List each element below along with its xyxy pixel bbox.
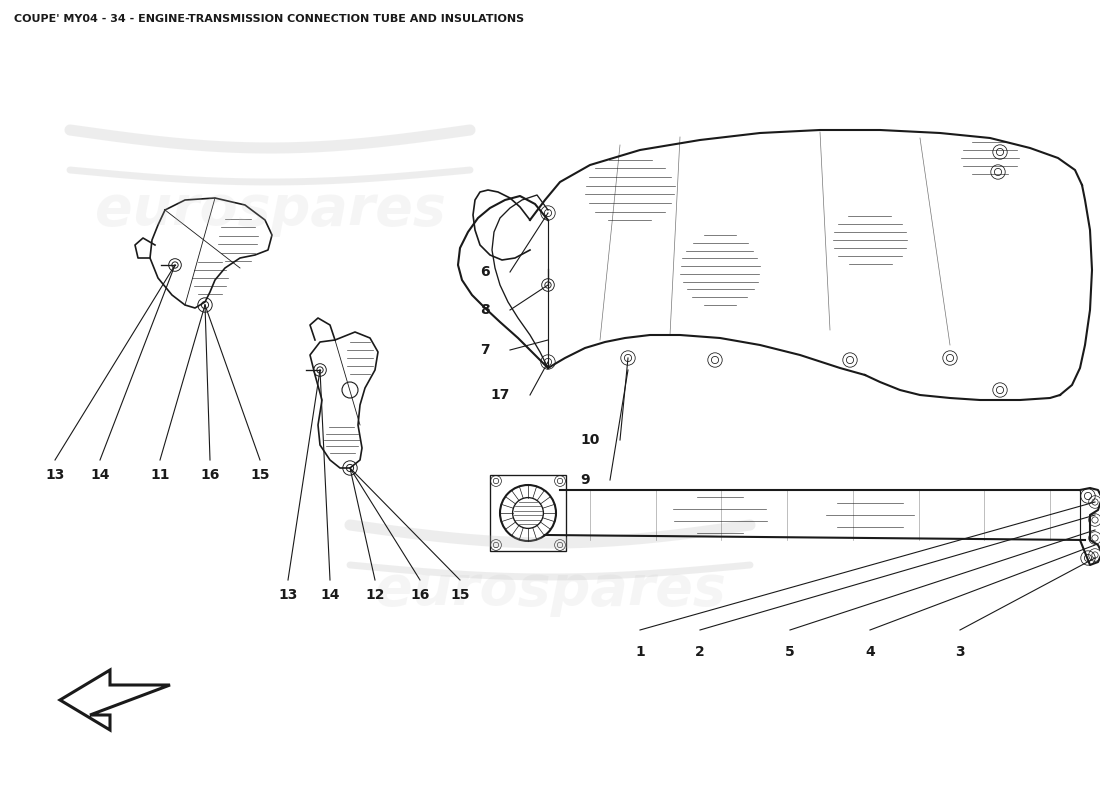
- Text: 12: 12: [365, 588, 385, 602]
- Text: 4: 4: [865, 645, 874, 659]
- Text: 3: 3: [955, 645, 965, 659]
- Text: eurospares: eurospares: [375, 563, 725, 617]
- Text: 15: 15: [251, 468, 270, 482]
- Text: 8: 8: [481, 303, 490, 317]
- Text: 2: 2: [695, 645, 705, 659]
- Text: 7: 7: [481, 343, 490, 357]
- Text: COUPE' MY04 - 34 - ENGINE-TRANSMISSION CONNECTION TUBE AND INSULATIONS: COUPE' MY04 - 34 - ENGINE-TRANSMISSION C…: [14, 14, 524, 24]
- Text: 10: 10: [581, 433, 600, 447]
- Text: 14: 14: [320, 588, 340, 602]
- Text: 16: 16: [410, 588, 430, 602]
- Text: 13: 13: [278, 588, 298, 602]
- Text: 6: 6: [481, 265, 490, 279]
- Text: 1: 1: [635, 645, 645, 659]
- Text: 16: 16: [200, 468, 220, 482]
- Text: 14: 14: [90, 468, 110, 482]
- Text: 9: 9: [581, 473, 590, 487]
- Text: 15: 15: [450, 588, 470, 602]
- Text: 13: 13: [45, 468, 65, 482]
- Text: 5: 5: [785, 645, 795, 659]
- Text: 11: 11: [151, 468, 169, 482]
- Text: 17: 17: [491, 388, 510, 402]
- Text: eurospares: eurospares: [95, 183, 446, 237]
- Bar: [490, 475, 566, 551]
